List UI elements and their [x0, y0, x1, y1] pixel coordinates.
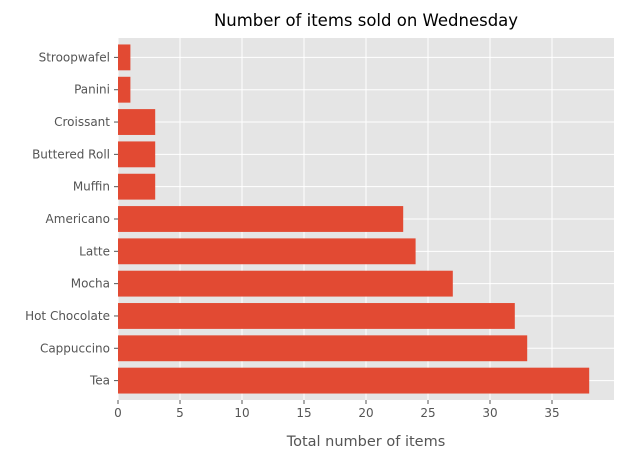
x-tick-label: 25 — [420, 406, 435, 420]
bar-muffin — [118, 173, 156, 200]
x-tick-label: 15 — [296, 406, 311, 420]
bar-croissant — [118, 109, 156, 135]
bar-americano — [118, 206, 404, 232]
y-tick-label: Cappuccino — [40, 341, 110, 355]
bars — [118, 44, 590, 394]
x-tick-label: 10 — [234, 406, 249, 420]
x-tick-label: 0 — [114, 406, 122, 420]
y-tick-label: Latte — [79, 244, 110, 258]
bar-cappuccino — [118, 335, 528, 362]
y-tick-label: Mocha — [71, 277, 110, 291]
bar-panini — [118, 76, 131, 103]
bar-buttered-roll — [118, 141, 156, 168]
bar-hot-chocolate — [118, 303, 515, 329]
y-tick-label: Tea — [89, 374, 110, 388]
bar-mocha — [118, 270, 453, 297]
bar-stroopwafel — [118, 44, 131, 71]
x-axis-ticks: 0 5 10 15 20 25 30 35 — [114, 400, 560, 420]
chart-title: Number of items sold on Wednesday — [214, 11, 518, 30]
bar-tea — [118, 367, 590, 394]
y-tick-label: Muffin — [73, 180, 110, 194]
x-axis-label: Total number of items — [286, 434, 446, 450]
x-tick-label: 30 — [482, 406, 497, 420]
bar-latte — [118, 238, 416, 265]
y-tick-label: Panini — [74, 83, 110, 97]
y-tick-label: Stroopwafel — [39, 50, 110, 64]
y-tick-label: Hot Chocolate — [25, 309, 110, 323]
y-tick-label: Americano — [46, 212, 110, 226]
y-axis-ticks: Tea Cappuccino Hot Chocolate Mocha Latte Amer… — [25, 50, 118, 388]
y-tick-label: Croissant — [54, 115, 110, 129]
y-tick-label: Buttered Roll — [32, 147, 110, 161]
x-tick-label: 35 — [544, 406, 559, 420]
x-tick-label: 5 — [176, 406, 184, 420]
x-tick-label: 20 — [358, 406, 373, 420]
